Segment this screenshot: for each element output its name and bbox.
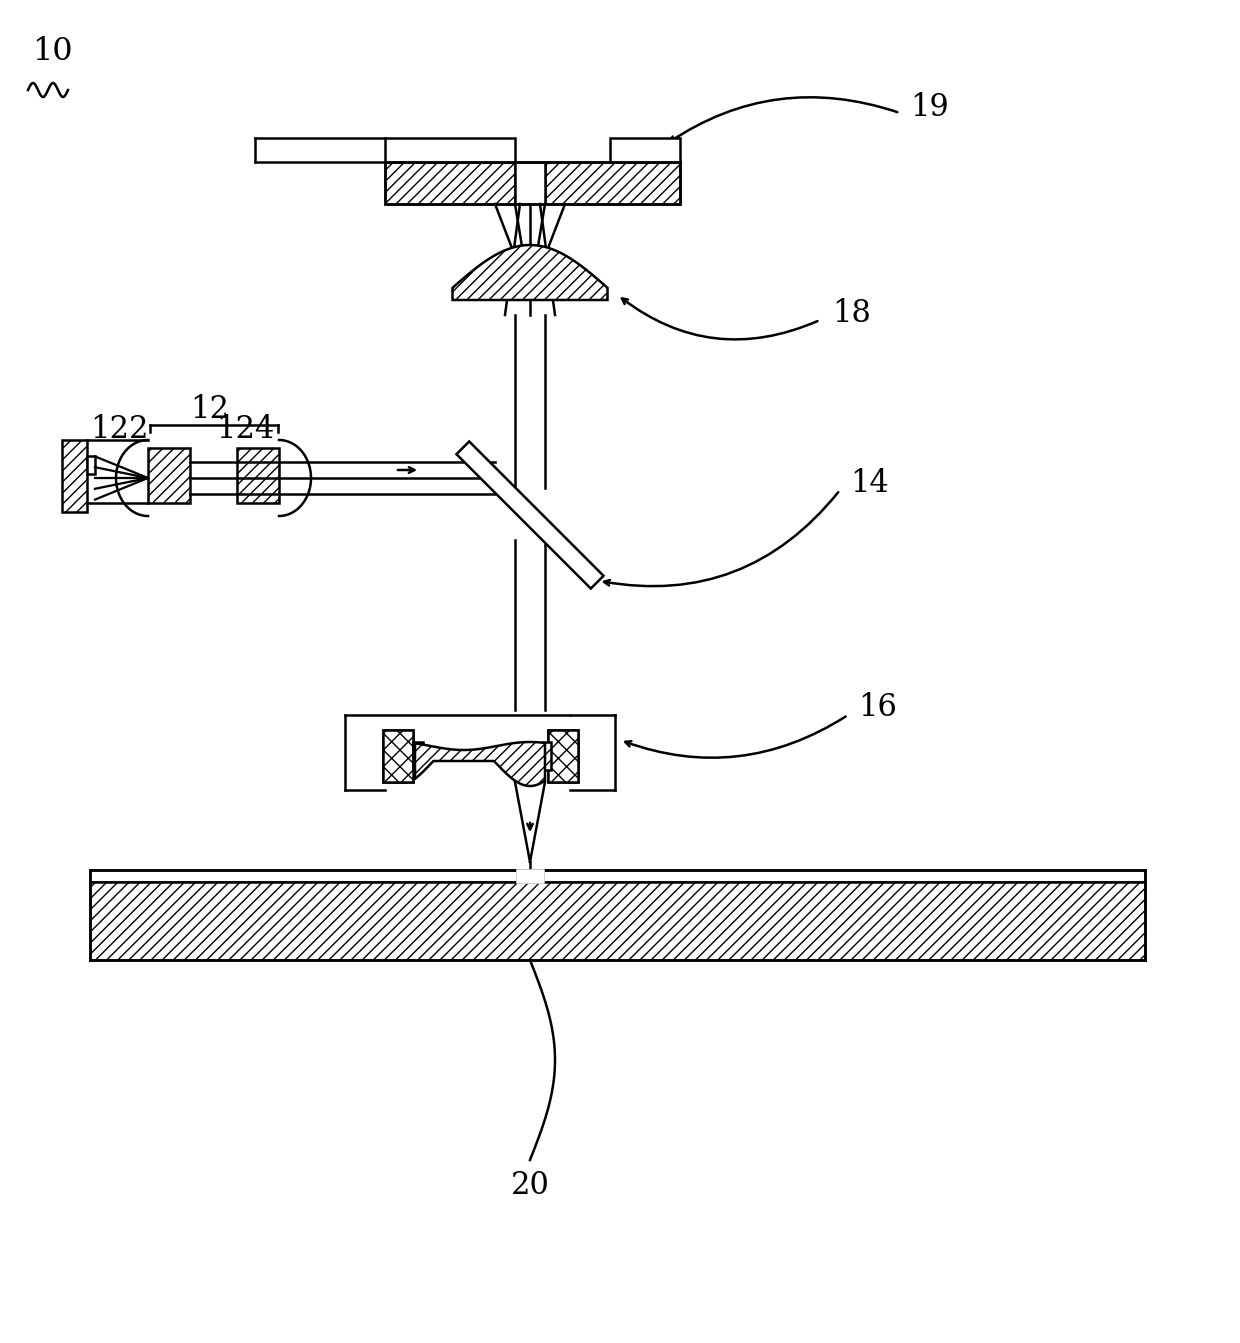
Bar	[543, 741, 551, 770]
Text: 18: 18	[832, 298, 870, 329]
Bar	[87, 457, 95, 474]
Bar	[62, 441, 87, 512]
Text: 16: 16	[858, 693, 897, 724]
Bar	[610, 138, 680, 163]
Bar	[384, 163, 680, 204]
Bar	[546, 163, 680, 204]
Text: 10: 10	[32, 36, 72, 67]
Bar	[384, 163, 515, 204]
Polygon shape	[453, 244, 608, 299]
Bar	[383, 731, 413, 782]
Bar	[548, 731, 578, 782]
Text: 12: 12	[191, 395, 229, 426]
Bar	[548, 731, 578, 782]
Bar	[517, 870, 543, 882]
Text: 122: 122	[91, 415, 149, 446]
Text: 124: 124	[216, 415, 274, 446]
Bar	[237, 449, 279, 504]
Bar	[515, 163, 546, 204]
Bar	[91, 870, 1145, 882]
Polygon shape	[415, 741, 546, 786]
Text: 14: 14	[849, 467, 889, 498]
Polygon shape	[456, 442, 604, 588]
Bar	[383, 731, 413, 782]
Text: 19: 19	[910, 91, 949, 122]
Bar	[148, 449, 190, 504]
Bar	[91, 882, 1145, 960]
Text: 20: 20	[511, 1170, 549, 1201]
Bar	[413, 741, 423, 770]
Bar	[384, 138, 515, 163]
